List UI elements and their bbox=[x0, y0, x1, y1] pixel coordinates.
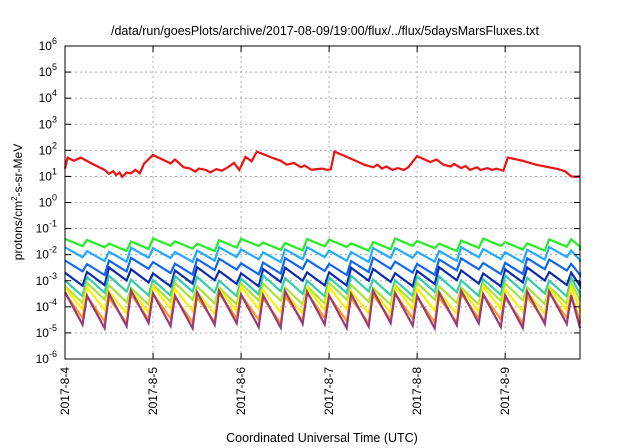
y-tick-label: 10-5 bbox=[36, 323, 57, 340]
y-tick-label: 100 bbox=[39, 193, 57, 210]
y-tick-label: 10-6 bbox=[36, 349, 57, 366]
series-line-1 bbox=[63, 150, 581, 179]
y-tick-label: 10-1 bbox=[36, 219, 57, 236]
series-line-8 bbox=[64, 283, 582, 317]
y-tick-label: 103 bbox=[39, 114, 57, 131]
series-line-3 bbox=[64, 245, 582, 264]
y-tick-label: 106 bbox=[39, 36, 57, 53]
series-line-5 bbox=[64, 265, 582, 290]
y-tick-label: 10-2 bbox=[36, 245, 57, 262]
y-tick-label: 10-3 bbox=[36, 271, 57, 288]
series-line-4 bbox=[64, 256, 582, 279]
series-line-6 bbox=[64, 273, 582, 299]
y-tick-label: 10-4 bbox=[36, 297, 57, 314]
chart-title: /data/run/goesPlots/archive/2017-08-09/1… bbox=[111, 24, 540, 38]
y-tick-label: 102 bbox=[39, 140, 57, 157]
x-tick-label: 2017-8-4 bbox=[58, 367, 72, 415]
y-axis: 10-6 10-5 10-4 10-3 10-2 10-1 100 101 102 103 104 1… bbox=[36, 36, 580, 366]
y-axis-label: protons/cm2-s-sr-MeV bbox=[10, 144, 25, 260]
x-tick-label: 2017-8-8 bbox=[410, 367, 424, 415]
x-tick-label: 2017-8-9 bbox=[498, 367, 512, 415]
x-axis-label: Coordinated Universal Time (UTC) bbox=[226, 431, 418, 445]
x-axis: 2017-8-4 2017-8-5 2017-8-6 2017-8-7 2017-8-8… bbox=[58, 46, 512, 415]
data-series bbox=[63, 150, 582, 332]
y-tick-label: 101 bbox=[39, 166, 57, 183]
series-line-7 bbox=[64, 279, 582, 308]
x-tick-label: 2017-8-5 bbox=[146, 367, 160, 415]
x-tick-label: 2017-8-7 bbox=[322, 367, 336, 415]
y-tick-label: 105 bbox=[39, 62, 57, 79]
series-line-2 bbox=[64, 237, 582, 253]
series-line-10 bbox=[64, 286, 582, 332]
x-tick-label: 2017-8-6 bbox=[234, 367, 248, 415]
y-tick-label: 104 bbox=[39, 88, 57, 105]
